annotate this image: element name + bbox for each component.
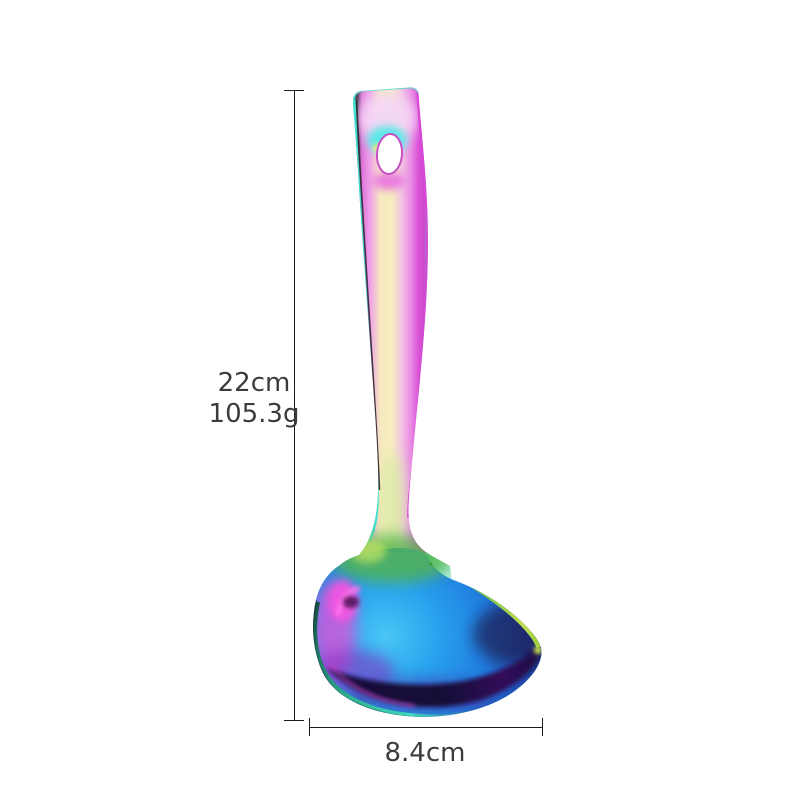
handle-left-dark-line bbox=[355, 99, 381, 491]
width-label: 8.4cm bbox=[370, 738, 480, 769]
width-measure-cap-left bbox=[309, 718, 310, 736]
width-measure-cap-right bbox=[542, 718, 543, 736]
height-weight-label: 22cm 105.3g bbox=[199, 368, 309, 430]
bowl-dark-swoosh bbox=[327, 647, 539, 708]
bowl-plum-notch bbox=[343, 596, 359, 608]
height-measure-cap-top bbox=[284, 90, 304, 91]
height-measure-line bbox=[294, 91, 295, 721]
hanging-hole bbox=[375, 133, 404, 175]
ladle-bowl bbox=[313, 535, 542, 717]
weight-value: 105.3g bbox=[208, 399, 300, 429]
length-value: 22cm bbox=[217, 368, 291, 398]
handle-green-reflection bbox=[380, 453, 406, 557]
bowl-right-dark-area bbox=[473, 604, 542, 664]
spout-tip-highlight bbox=[534, 646, 542, 654]
handle-magenta-ring bbox=[373, 172, 405, 190]
bowl-magenta-streak bbox=[329, 663, 416, 708]
bowl-pink-hook bbox=[335, 585, 361, 617]
neck-chartreuse-glint bbox=[350, 539, 386, 563]
height-measure-cap-bottom bbox=[284, 720, 304, 721]
neck-green-blend bbox=[330, 535, 454, 583]
ladle-handle bbox=[338, 87, 452, 583]
width-measure-line bbox=[310, 727, 543, 728]
width-value: 8.4cm bbox=[384, 738, 466, 768]
